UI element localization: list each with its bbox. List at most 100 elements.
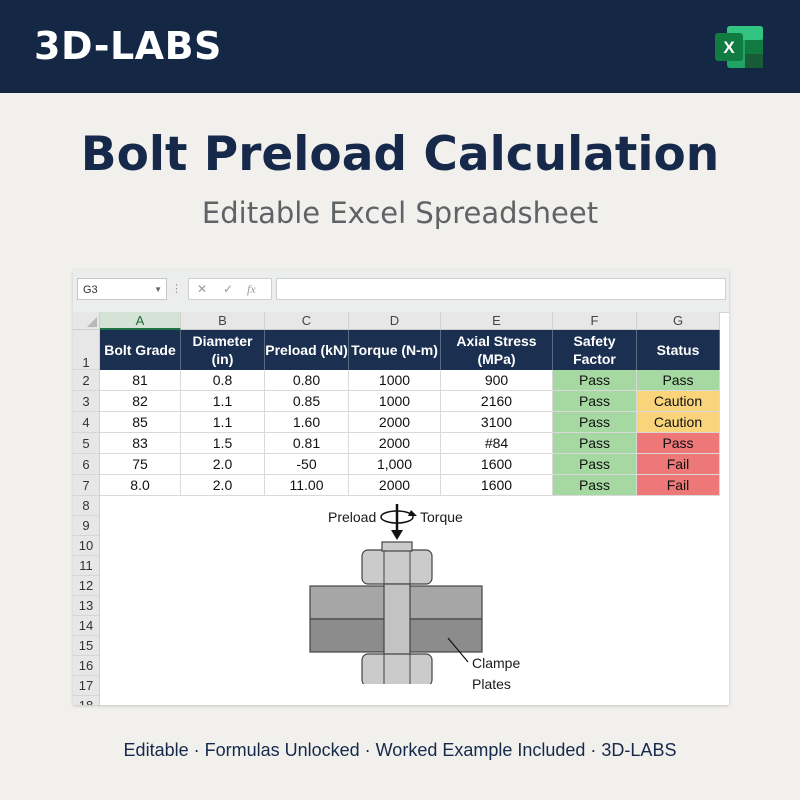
cell-f2[interactable]: Pass	[553, 370, 637, 391]
header-cell-f[interactable]: Safety Factor	[553, 330, 637, 370]
row-header-9[interactable]: 9	[73, 516, 100, 536]
cell-e2[interactable]: 900	[441, 370, 553, 391]
cell-a2[interactable]: 81	[100, 370, 181, 391]
page-title: Bolt Preload Calculation	[80, 127, 720, 182]
header-cell-a[interactable]: Bolt Grade	[100, 330, 181, 370]
row-header-18[interactable]: 18	[73, 696, 100, 705]
cell-c2[interactable]: 0.80	[265, 370, 349, 391]
insert-function-icon[interactable]: fx	[247, 282, 256, 296]
preload-arrow-icon	[391, 504, 403, 540]
cell-d5[interactable]: 2000	[349, 433, 441, 454]
cell-g4[interactable]: Caution	[637, 412, 720, 433]
cell-b6[interactable]: 2.0	[181, 454, 265, 475]
formula-input[interactable]	[276, 278, 726, 300]
top-banner: 3D-LABS X	[0, 0, 800, 93]
header-cell-c[interactable]: Preload (kN)	[265, 330, 349, 370]
row-header-2[interactable]: 2	[73, 370, 100, 391]
torque-label: Torque	[420, 509, 463, 525]
brand-logo-text: 3D-LABS	[34, 24, 222, 68]
cell-e6[interactable]: 1600	[441, 454, 553, 475]
name-box-value: G3	[83, 284, 98, 296]
bolt-nut	[361, 653, 433, 684]
header-cell-b[interactable]: Diameter (in)	[181, 330, 265, 370]
header-cell-g[interactable]: Status	[637, 330, 720, 370]
torque-arrow-icon	[380, 510, 417, 524]
excel-icon-letter: X	[723, 38, 735, 57]
preload-label: Preload	[328, 509, 376, 525]
cell-c3[interactable]: 0.85	[265, 391, 349, 412]
column-header-c[interactable]: C	[265, 312, 349, 330]
row-header-7[interactable]: 7	[73, 475, 100, 496]
row-header-11[interactable]: 11	[73, 556, 100, 576]
cell-g2[interactable]: Pass	[637, 370, 720, 391]
column-header-e[interactable]: E	[441, 312, 553, 330]
spreadsheet-window: G3 ▼ ⋮ ✕ ✓ fx A B C D E F G 1 2 3 4 5 6 7 8 9 10 11 12 13 14 1…	[73, 270, 729, 705]
row-header-10[interactable]: 10	[73, 536, 100, 556]
row-header-6[interactable]: 6	[73, 454, 100, 475]
bolt-diagram: Preload Torque Clamped	[309, 504, 520, 684]
row-header-5[interactable]: 5	[73, 433, 100, 454]
cell-f5[interactable]: Pass	[553, 433, 637, 454]
cell-e3[interactable]: 2160	[441, 391, 553, 412]
name-box[interactable]: G3 ▼	[77, 278, 167, 300]
cell-d7[interactable]: 2000	[349, 475, 441, 496]
cell-f4[interactable]: Pass	[553, 412, 637, 433]
row-header-13[interactable]: 13	[73, 596, 100, 616]
clamped-label-1: Clamped	[472, 655, 520, 671]
column-header-f[interactable]: F	[553, 312, 637, 330]
enter-icon[interactable]: ✓	[223, 282, 234, 296]
cell-a6[interactable]: 75	[100, 454, 181, 475]
cell-f7[interactable]: Pass	[553, 475, 637, 496]
cell-a5[interactable]: 83	[100, 433, 181, 454]
header-cell-e[interactable]: Axial Stress (MPa)	[441, 330, 553, 370]
row-header-17[interactable]: 17	[73, 676, 100, 696]
cell-d2[interactable]: 1000	[349, 370, 441, 391]
row-header-8[interactable]: 8	[73, 496, 100, 516]
column-header-d[interactable]: D	[349, 312, 441, 330]
row-header-15[interactable]: 15	[73, 636, 100, 656]
cell-b4[interactable]: 1.1	[181, 412, 265, 433]
cell-g3[interactable]: Caution	[637, 391, 720, 412]
formula-bar: G3 ▼ ⋮ ✕ ✓ fx	[73, 270, 729, 313]
cell-b7[interactable]: 2.0	[181, 475, 265, 496]
chevron-down-icon[interactable]: ▼	[154, 285, 162, 294]
cell-d4[interactable]: 2000	[349, 412, 441, 433]
column-header-a[interactable]: A	[100, 312, 181, 330]
cell-c4[interactable]: 1.60	[265, 412, 349, 433]
cell-e4[interactable]: 3100	[441, 412, 553, 433]
row-header-12[interactable]: 12	[73, 576, 100, 596]
row-header-3[interactable]: 3	[73, 391, 100, 412]
cell-g5[interactable]: Pass	[637, 433, 720, 454]
row-header-4[interactable]: 4	[73, 412, 100, 433]
clamped-label-2: Plates	[472, 676, 511, 692]
row-header-1[interactable]: 1	[73, 330, 100, 370]
select-all-corner[interactable]	[73, 312, 100, 330]
cell-b5[interactable]: 1.5	[181, 433, 265, 454]
cell-g6[interactable]: Fail	[637, 454, 720, 475]
cell-a4[interactable]: 85	[100, 412, 181, 433]
formula-bar-grip-icon: ⋮	[171, 283, 182, 295]
cancel-icon[interactable]: ✕	[197, 282, 208, 296]
cell-g7[interactable]: Fail	[637, 475, 720, 496]
bolt-head	[361, 541, 433, 585]
cell-a7[interactable]: 8.0	[100, 475, 181, 496]
cell-d6[interactable]: 1,000	[349, 454, 441, 475]
cell-b3[interactable]: 1.1	[181, 391, 265, 412]
formula-tools: ✕ ✓ fx	[188, 278, 272, 300]
row-header-14[interactable]: 14	[73, 616, 100, 636]
cell-f3[interactable]: Pass	[553, 391, 637, 412]
cell-c6[interactable]: -50	[265, 454, 349, 475]
bolt-shank	[383, 583, 411, 657]
cell-d3[interactable]: 1000	[349, 391, 441, 412]
cell-c7[interactable]: 11.00	[265, 475, 349, 496]
column-header-b[interactable]: B	[181, 312, 265, 330]
cell-c5[interactable]: 0.81	[265, 433, 349, 454]
column-header-g[interactable]: G	[637, 312, 720, 330]
cell-b2[interactable]: 0.8	[181, 370, 265, 391]
cell-a3[interactable]: 82	[100, 391, 181, 412]
cell-e7[interactable]: 1600	[441, 475, 553, 496]
cell-e5[interactable]: #84	[441, 433, 553, 454]
header-cell-d[interactable]: Torque (N-m)	[349, 330, 441, 370]
row-header-16[interactable]: 16	[73, 656, 100, 676]
cell-f6[interactable]: Pass	[553, 454, 637, 475]
